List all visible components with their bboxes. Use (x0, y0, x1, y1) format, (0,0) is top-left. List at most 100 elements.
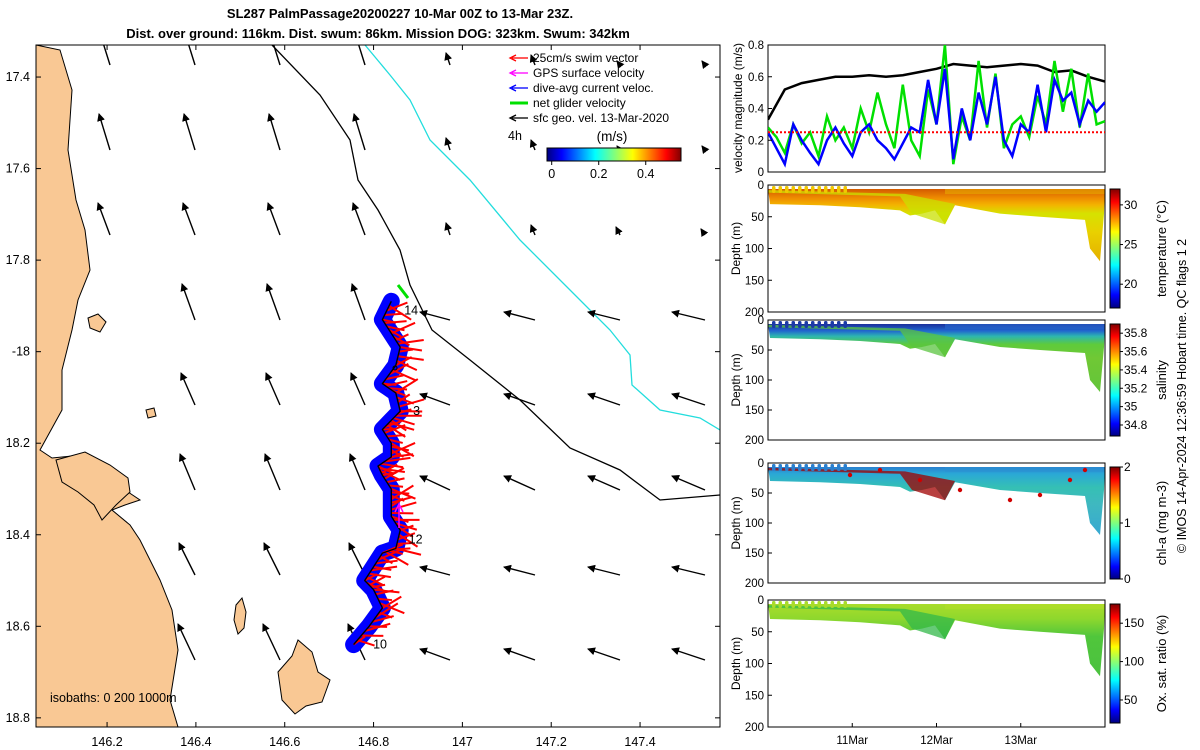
section-profile-top (817, 464, 821, 471)
velocity-series (768, 45, 1105, 168)
section-profile-top (798, 464, 802, 471)
section-profile-top (837, 601, 841, 608)
section-profile-top (843, 601, 847, 608)
sfc-velocity-arrow (419, 309, 451, 321)
swim-vector (373, 565, 392, 571)
swim-vector (385, 374, 404, 381)
swim-vector (391, 515, 409, 523)
section-panel-oxygen: 0 50 100 150 200 Depth (m) 50 100 150 Ox. sat. ra… (729, 595, 1169, 747)
velocity-ytick-label: 0.4 (748, 104, 765, 116)
chl-dot (1037, 492, 1043, 498)
map-xtick-label: 146.2 (91, 735, 122, 749)
swim-vector (382, 382, 397, 386)
sfc-velocity-arrow (267, 113, 281, 151)
velocity-series-line (768, 62, 1105, 121)
chl-dot (877, 467, 883, 473)
legend-swatch-head (508, 114, 517, 122)
legend-label: net glider velocity (533, 96, 626, 110)
sfc-velocity-arrow (587, 564, 621, 576)
chl-dot (1007, 497, 1013, 503)
section-field (768, 467, 1105, 535)
section-profile-top (824, 321, 828, 328)
isobath-1000m (364, 45, 720, 431)
swim-vector (366, 576, 384, 586)
velocity-ytick-label: 0.6 (748, 72, 764, 84)
section-colorbar (1109, 603, 1121, 724)
section-feature (768, 190, 955, 225)
sfc-velocity-arrow (180, 372, 196, 406)
swim-vector (395, 378, 419, 394)
sfc-velocity-arrow (444, 52, 453, 66)
colorbar-tick-label: 0.4 (637, 167, 654, 181)
chl-dot (957, 487, 963, 493)
swim-vector (390, 321, 416, 335)
sfc-velocity-arrow (503, 392, 536, 406)
section-colorbar (1109, 323, 1121, 437)
section-profile-top (785, 321, 789, 328)
section-ytick-label: 50 (751, 212, 764, 224)
swim-vector (393, 335, 410, 347)
section-ytick-label: 0 (758, 595, 764, 607)
colorbar-tick-label: 0 (548, 167, 555, 181)
track-day-label: 3 (413, 404, 420, 418)
sfc-velocity-arrow (671, 475, 706, 491)
swim-vector (386, 477, 405, 484)
velocity-panel: 0 0.2 0.4 0.6 0.8 velocity magnitude (m/s) (731, 40, 1106, 179)
section-ytick-label: 100 (745, 659, 764, 671)
section-colorbar (1109, 466, 1121, 580)
sfc-velocity-arrow (671, 309, 706, 321)
section-colorbar-label: chl-a (mg m-3) (1154, 481, 1169, 566)
section-ytick-label: 0 (758, 315, 764, 327)
section-profile-top (785, 186, 789, 193)
sfc-velocity-arrow (616, 60, 625, 69)
velocity-ylabel: velocity magnitude (m/s) (731, 43, 745, 173)
map-xtick-label: 147.2 (536, 735, 567, 749)
section-ytick-label: 200 (745, 307, 764, 319)
section-colorbar-tick-label: 20 (1124, 277, 1138, 291)
section-profile-top (772, 321, 776, 328)
legend-swatch-head (508, 84, 517, 92)
isobaths-label: isobaths: 0 200 1000m (50, 691, 176, 705)
sfc-velocity-arrow (179, 453, 196, 491)
sfc-velocity-arrow (701, 60, 710, 69)
swim-vector (393, 417, 415, 426)
section-ylabel: Depth (m) (729, 496, 743, 549)
section-ylabel: Depth (m) (729, 353, 743, 406)
sfc-velocity-arrow (180, 283, 196, 321)
section-profile-top (843, 321, 847, 328)
section-colorbar (1109, 188, 1121, 309)
section-profile-top (785, 601, 789, 608)
section-profile-top (811, 464, 815, 471)
swim-vector (386, 301, 408, 312)
surface-velocity-arrows (96, 45, 710, 661)
swim-vector (388, 305, 412, 321)
section-feature (768, 324, 955, 358)
swim-vector (377, 465, 395, 475)
section-panel-salinity: 0 50 100 150 200 Depth (m) 34.8 35 35.2 35.4 35.6 3… (729, 315, 1169, 447)
section-colorbar-label: temperature (°C) (1154, 200, 1169, 297)
chart-title-line2: Dist. over ground: 116km. Dist. swum: 86… (126, 26, 630, 41)
map-panel: 146.2 146.4 146.6 146.8 147 147.2 147.4 17.4 17.… (6, 44, 721, 749)
sfc-velocity-arrow (444, 222, 453, 236)
sfc-velocity-arrow (444, 137, 453, 151)
sfc-velocity-arrow (419, 647, 451, 661)
section-field (768, 324, 1105, 392)
swim-vector (390, 442, 415, 458)
velocity-series-line (768, 68, 1105, 168)
swim-vector (388, 438, 403, 444)
sfc-velocity-arrow (266, 202, 281, 236)
swim-vector (366, 581, 388, 594)
swim-vector (379, 555, 393, 565)
section-profile-top (811, 601, 815, 608)
island-orpheus (233, 596, 247, 635)
section-profile-top (811, 186, 815, 193)
section-ytick-label: 150 (745, 405, 764, 417)
sfc-velocity-arrow (178, 542, 196, 576)
section-profile-top (843, 186, 847, 193)
sfc-velocity-arrow (349, 453, 366, 491)
velocity-ytick-label: 0.2 (748, 135, 764, 147)
section-ylabel: Depth (m) (729, 637, 743, 690)
imos-credit: © IMOS 14-Apr-2024 12:36:59 Hobart time.… (1175, 239, 1189, 553)
section-profile-top (778, 464, 782, 471)
isobath-200m (271, 45, 720, 501)
